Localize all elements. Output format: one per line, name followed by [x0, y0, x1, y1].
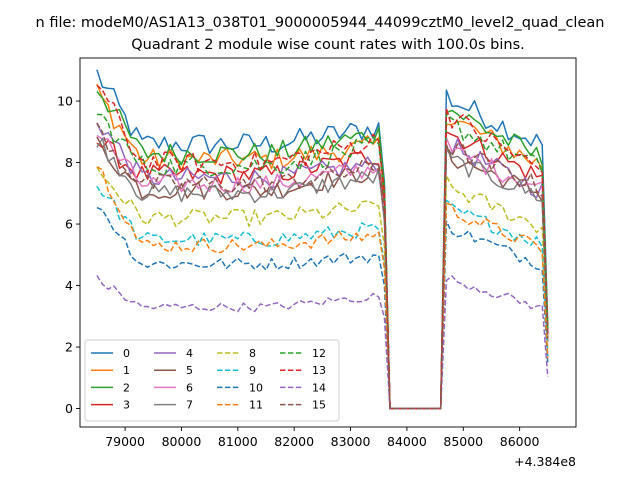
- series-line-7: [96, 137, 549, 410]
- chart-suptitle: n file: modeM0/AS1A13_038T01_9000005944_…: [36, 15, 605, 31]
- legend-label-13: 13: [312, 364, 326, 377]
- legend-label-6: 6: [186, 381, 193, 394]
- series-line-11: [96, 166, 549, 410]
- series-line-15: [96, 122, 549, 410]
- legend-label-1: 1: [123, 364, 130, 377]
- series-line-13: [96, 84, 549, 410]
- x-tick-label: 83000: [331, 434, 371, 449]
- x-tick-label: 82000: [274, 434, 314, 449]
- legend-label-10: 10: [249, 381, 263, 394]
- series-line-4: [96, 122, 549, 410]
- legend-label-14: 14: [312, 381, 326, 394]
- legend-label-12: 12: [312, 347, 326, 360]
- y-tick-label: 6: [65, 217, 73, 232]
- legend-label-8: 8: [249, 347, 256, 360]
- y-tick-label: 0: [65, 401, 73, 416]
- series-line-6: [96, 134, 549, 410]
- series-line-12: [96, 113, 549, 410]
- x-tick-label: 85000: [443, 434, 483, 449]
- legend-label-0: 0: [123, 347, 130, 360]
- legend-label-7: 7: [186, 399, 193, 412]
- legend-label-9: 9: [249, 364, 256, 377]
- legend-box: [84, 339, 340, 422]
- legend-label-3: 3: [123, 399, 130, 412]
- plot-frame: [79, 57, 577, 428]
- legend-label-11: 11: [249, 399, 263, 412]
- series-line-8: [96, 166, 549, 410]
- series-layer: [96, 69, 549, 410]
- x-tick-label: 81000: [218, 434, 258, 449]
- x-tick-label: 79000: [105, 434, 145, 449]
- axis-layer: 79000 80000 81000 82000 83000 84000 85000 86000…: [57, 94, 539, 449]
- series-line-2: [96, 91, 549, 410]
- y-tick-label: 8: [65, 155, 73, 170]
- series-line-9: [96, 185, 549, 410]
- legend-label-15: 15: [312, 399, 326, 412]
- y-tick-label: 10: [57, 94, 73, 109]
- y-tick-label: 4: [65, 278, 73, 293]
- chart-title: Quadrant 2 module wise count rates with …: [131, 37, 525, 53]
- x-tick-label: 80000: [162, 434, 202, 449]
- y-tick-label: 2: [65, 340, 73, 355]
- series-line-14: [96, 275, 549, 410]
- legend-label-2: 2: [123, 381, 130, 394]
- legend-label-5: 5: [186, 364, 193, 377]
- x-tick-label: 86000: [500, 434, 540, 449]
- x-offset-label: +4.384e8: [514, 454, 576, 469]
- legend-label-4: 4: [186, 347, 193, 360]
- x-tick-label: 84000: [387, 434, 427, 449]
